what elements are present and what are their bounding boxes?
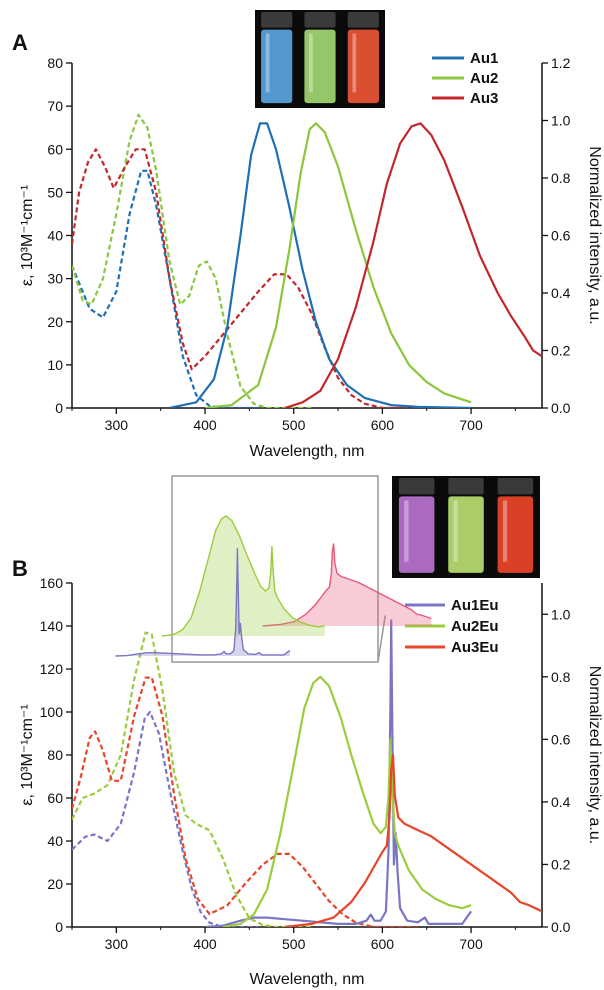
inset-line [262, 543, 432, 627]
vial-cap [347, 12, 379, 28]
right-axis-label: Normalized intensity, a.u. [586, 146, 603, 324]
x-tick-label: 500 [282, 936, 306, 952]
series-au2-emission-line [204, 122, 472, 408]
vial-glow [261, 29, 293, 104]
left-tick-label: 160 [40, 575, 64, 591]
inset-connector [377, 615, 386, 663]
vial-glow [304, 29, 336, 104]
series-au2-absorption-line [72, 113, 312, 408]
inset-line [161, 515, 325, 637]
inset-area [162, 516, 325, 636]
right-tick-label: 0.6 [551, 731, 571, 747]
x-tick-label: 700 [459, 936, 483, 952]
chart-panel-b: B 300 400 500 600 700 0 20 40 60 80 100 120 140 160 0.0… [12, 475, 603, 988]
panel-letter-b: B [12, 556, 28, 581]
right-tick-label: 0.8 [551, 669, 571, 685]
right-tick-label: 0.2 [551, 343, 571, 359]
chart-panel-a: A 300 400 500 600 700 0 10 20 30 40 50 60 70 80 0.0 0.2 0… [12, 10, 603, 460]
vial-glow [448, 496, 484, 573]
right-tick-label: 0.8 [551, 170, 571, 186]
right-tick-label: 1.0 [551, 113, 571, 129]
left-tick-label: 60 [47, 141, 63, 157]
series-au3-emission-line [284, 122, 542, 408]
right-tick-label: 1.0 [551, 606, 571, 622]
left-tick-label: 60 [47, 790, 63, 806]
series-au1eu-emission-line [204, 619, 472, 927]
left-axis-label: ε, 10³M⁻¹cm⁻¹ [19, 704, 36, 805]
series-au1-emission-line [169, 122, 472, 408]
x-tick-label: 300 [105, 936, 129, 952]
inset-zoom [115, 475, 432, 663]
left-tick-label: 80 [47, 747, 63, 763]
left-tick-label: 100 [40, 704, 64, 720]
right-tick-label: 0.0 [551, 919, 571, 935]
left-tick-label: 140 [40, 618, 64, 634]
inset-area [262, 543, 432, 626]
inset-line [115, 548, 291, 657]
left-tick-label: 0 [55, 400, 63, 416]
x-tick-label: 600 [371, 936, 395, 952]
x-tick-label: 700 [459, 417, 483, 433]
right-tick-label: 0.2 [551, 856, 571, 872]
vial-cap [261, 12, 293, 28]
vial-glow [398, 496, 435, 573]
vial-highlight [453, 500, 458, 562]
series-au2eu-emission-line [222, 675, 472, 927]
x-axis-label: Wavelength, nm [249, 443, 364, 460]
series-au1eu-absorption-line [72, 710, 259, 927]
legend-label: Au2Eu [451, 618, 499, 635]
left-tick-label: 40 [47, 833, 63, 849]
vial-cap [304, 12, 336, 28]
series-au3eu-emission-line [284, 753, 542, 927]
x-tick-label: 400 [193, 936, 217, 952]
legend-label: Au1Eu [451, 597, 499, 614]
left-tick-label: 10 [47, 357, 63, 373]
left-tick-label: 120 [40, 661, 64, 677]
series-au2eu-absorption-line [72, 631, 312, 927]
panel-letter-a: A [12, 30, 28, 55]
right-tick-label: 1.2 [551, 55, 571, 71]
x-tick-label: 400 [193, 417, 217, 433]
left-tick-label: 0 [55, 919, 63, 935]
vials-photo [392, 476, 540, 578]
vial-glow [497, 496, 534, 573]
right-axis-label: Normalized intensity, a.u. [586, 666, 603, 844]
left-axis-label: ε, 10³M⁻¹cm⁻¹ [19, 185, 36, 286]
left-tick-label: 20 [47, 314, 63, 330]
right-tick-label: 0.4 [551, 285, 571, 301]
x-tick-label: 600 [371, 417, 395, 433]
x-tick-label: 500 [282, 417, 306, 433]
legend-label: Au3 [470, 90, 498, 107]
series-au3eu-absorption-line [72, 676, 418, 927]
legend-label: Au1 [470, 50, 498, 67]
series-au1-absorption-line [72, 169, 259, 408]
vial-cap [497, 478, 534, 495]
vial-cap [398, 478, 435, 495]
right-tick-label: 0.0 [551, 400, 571, 416]
right-tick-label: 0.6 [551, 228, 571, 244]
left-tick-label: 20 [47, 876, 63, 892]
left-tick-label: 30 [47, 271, 63, 287]
series-au3-absorption-line [72, 148, 427, 408]
left-tick-label: 50 [47, 184, 63, 200]
vials-photo [255, 10, 385, 108]
legend-label: Au2 [470, 70, 498, 87]
legend-label: Au3Eu [451, 639, 499, 656]
left-tick-label: 70 [47, 98, 63, 114]
inset-frame [171, 475, 379, 663]
vial-cap [448, 478, 484, 495]
vial-glow [347, 29, 379, 104]
vial-highlight [265, 33, 270, 93]
vial-highlight [352, 33, 357, 93]
vial-highlight [309, 33, 313, 93]
left-tick-label: 40 [47, 228, 63, 244]
left-tick-label: 80 [47, 55, 63, 71]
vial-highlight [502, 500, 508, 562]
right-tick-label: 0.4 [551, 794, 571, 810]
x-tick-label: 300 [105, 417, 129, 433]
vial-highlight [404, 500, 409, 562]
x-axis-label: Wavelength, nm [249, 971, 364, 988]
